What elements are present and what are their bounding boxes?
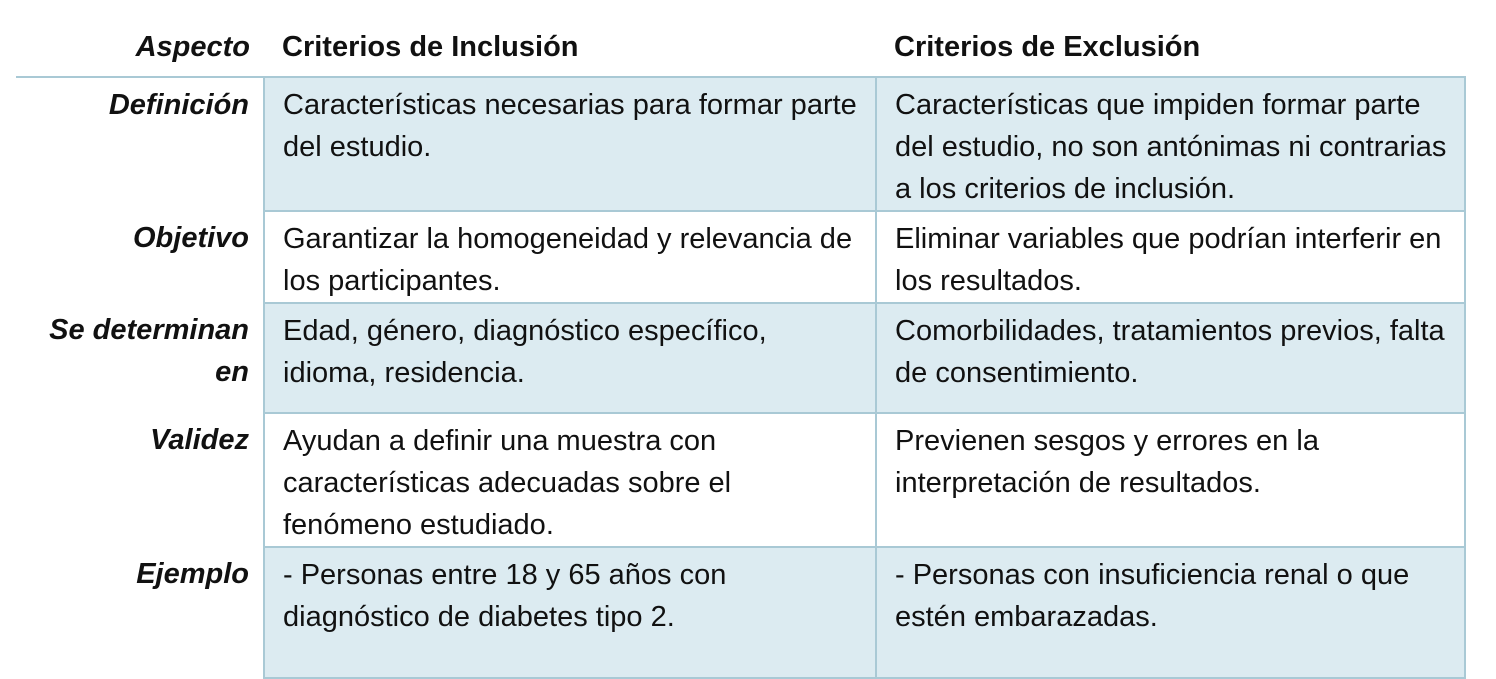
- table-row: Objetivo Garantizar la homogeneidad y re…: [16, 210, 1466, 304]
- exclusion-cell: Características que impiden formar parte…: [875, 76, 1466, 212]
- table-row: Validez Ayudan a definir una muestra con…: [16, 412, 1466, 548]
- criteria-table: Aspecto Criterios de Inclusión Criterios…: [16, 20, 1466, 679]
- header-aspect: Aspecto: [16, 20, 264, 78]
- table-row: Se determinan en Edad, género, diagnósti…: [16, 302, 1466, 414]
- row-aspect: Ejemplo: [136, 558, 249, 590]
- header-row: Aspecto Criterios de Inclusión Criterios…: [16, 20, 1465, 78]
- inclusion-cell: Edad, género, diagnóstico específico, id…: [263, 302, 877, 414]
- table-header: Aspecto Criterios de Inclusión Criterios…: [16, 20, 1465, 78]
- exclusion-cell: Previenen sesgos y errores en la interpr…: [875, 412, 1466, 548]
- row-aspect: Objetivo: [132, 222, 249, 254]
- exclusion-cell: Eliminar variables que podrían interferi…: [875, 210, 1466, 304]
- inclusion-cell: Garantizar la homogeneidad y relevancia …: [263, 210, 877, 304]
- table-row: Definición Características necesarias pa…: [16, 76, 1466, 212]
- table-row: Ejemplo - Personas entre 18 y 65 años co…: [16, 546, 1466, 679]
- inclusion-cell: Características necesarias para formar p…: [263, 76, 877, 212]
- table-body: Definición Características necesarias pa…: [16, 76, 1466, 679]
- inclusion-cell: Ayudan a definir una muestra con caracte…: [263, 412, 877, 548]
- row-aspect: Se determinan en: [49, 314, 249, 388]
- inclusion-cell: - Personas entre 18 y 65 años con diagnó…: [263, 546, 877, 679]
- exclusion-cell: Comorbilidades, tratamientos previos, fa…: [875, 302, 1466, 414]
- header-inclusion: Criterios de Inclusión: [264, 20, 876, 78]
- exclusion-cell: - Personas con insuficiencia renal o que…: [875, 546, 1466, 679]
- row-aspect: Validez: [150, 424, 249, 456]
- header-exclusion: Criterios de Exclusión: [876, 20, 1465, 78]
- row-aspect: Definición: [108, 89, 249, 121]
